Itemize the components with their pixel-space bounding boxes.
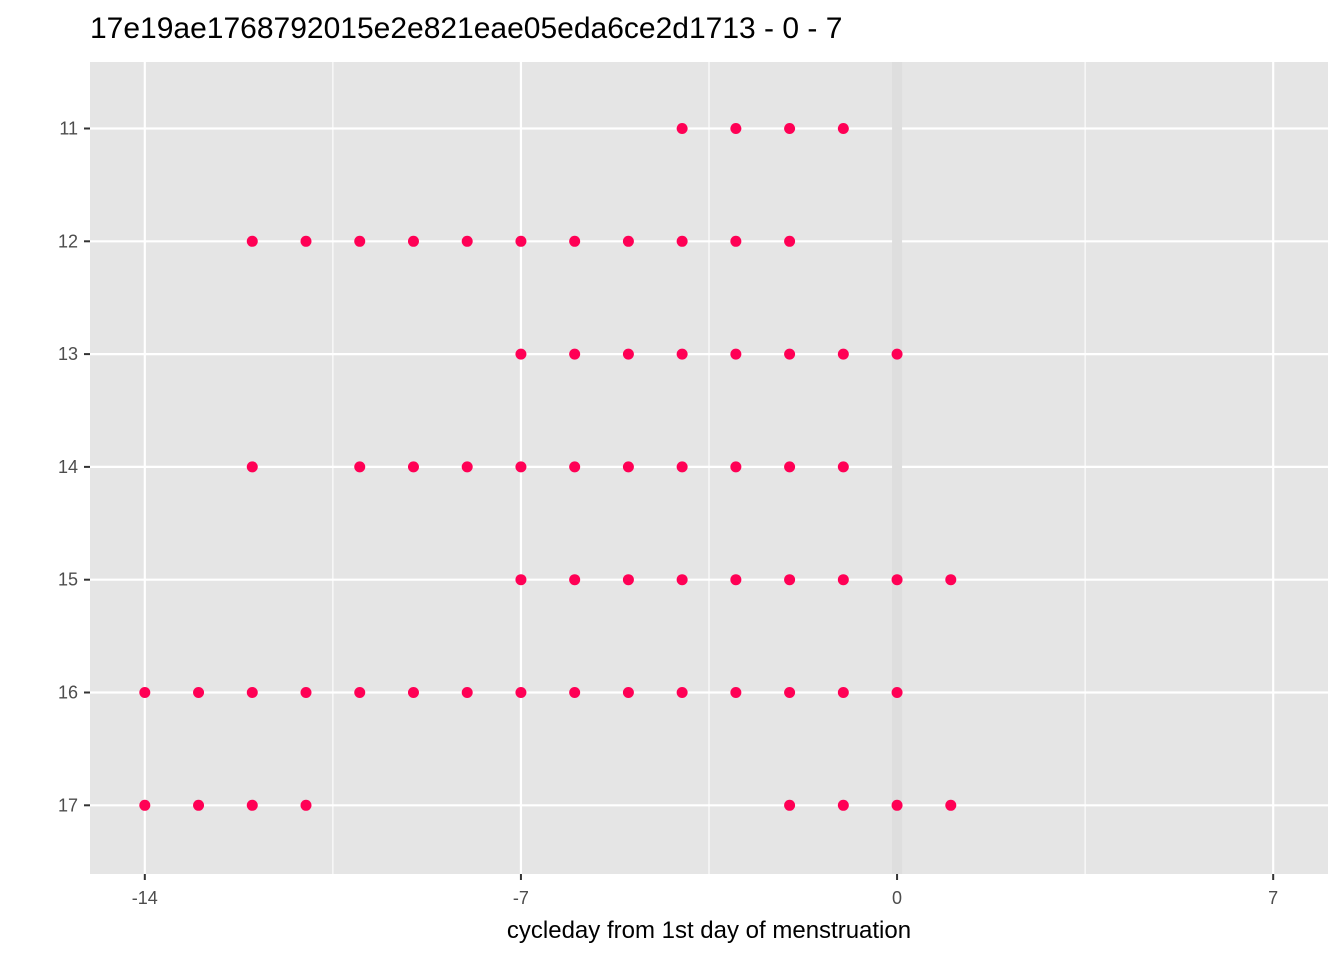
y-tick-label: 11 <box>59 119 78 139</box>
data-point <box>246 687 258 698</box>
data-point <box>676 574 688 586</box>
data-point <box>784 799 796 811</box>
grid-lines <box>90 62 1328 874</box>
data-point <box>891 348 903 360</box>
data-point <box>246 461 258 473</box>
y-tick-label: 12 <box>58 231 78 251</box>
data-point <box>622 235 634 247</box>
data-point <box>784 687 796 698</box>
data-point <box>300 799 312 811</box>
y-tick-label: 15 <box>58 570 78 590</box>
data-point <box>891 687 903 698</box>
data-point <box>407 687 419 698</box>
data-point <box>730 123 742 134</box>
data-point <box>300 687 312 698</box>
data-point <box>622 461 634 473</box>
data-point <box>945 799 957 811</box>
data-point <box>407 461 419 473</box>
data-point <box>730 348 742 360</box>
data-point <box>569 574 581 586</box>
y-tick-label: 13 <box>58 344 78 364</box>
data-point <box>622 687 634 698</box>
data-point <box>784 461 796 473</box>
data-point <box>193 687 205 698</box>
y-axis: 11 12 13 14 15 16 17 <box>58 119 90 815</box>
data-point <box>730 461 742 473</box>
y-tick-label: 17 <box>58 795 78 815</box>
data-point <box>569 461 581 473</box>
data-point <box>569 687 581 698</box>
data-point <box>837 461 849 473</box>
data-point <box>515 348 527 360</box>
y-tick-label: 16 <box>58 683 78 703</box>
data-point <box>139 687 151 698</box>
data-point <box>730 687 742 698</box>
data-point <box>730 235 742 247</box>
data-point <box>569 348 581 360</box>
data-point <box>837 799 849 811</box>
data-point <box>676 123 688 134</box>
data-point <box>407 235 419 247</box>
data-point <box>354 687 366 698</box>
x-tick-label: -7 <box>513 888 529 908</box>
data-point <box>784 235 796 247</box>
data-points <box>139 123 957 811</box>
data-point <box>676 461 688 473</box>
data-point <box>730 574 742 586</box>
data-point <box>676 235 688 247</box>
data-point <box>461 687 473 698</box>
data-point <box>676 348 688 360</box>
data-point <box>676 687 688 698</box>
data-point <box>622 574 634 586</box>
x-tick-label: 0 <box>892 888 902 908</box>
data-point <box>945 574 957 586</box>
x-axis-title: cycleday from 1st day of menstruation <box>507 917 911 944</box>
data-point <box>837 574 849 586</box>
data-point <box>515 235 527 247</box>
data-point <box>354 461 366 473</box>
data-point <box>622 348 634 360</box>
data-point <box>515 574 527 586</box>
data-point <box>300 235 312 247</box>
data-point <box>837 687 849 698</box>
data-point <box>891 799 903 811</box>
data-point <box>515 687 527 698</box>
data-point <box>837 123 849 134</box>
data-point <box>784 574 796 586</box>
data-point <box>891 574 903 586</box>
data-point <box>461 235 473 247</box>
x-tick-label: 7 <box>1268 888 1278 908</box>
x-axis: -14 -7 0 7 <box>132 874 1278 908</box>
data-point <box>515 461 527 473</box>
x-tick-label: -14 <box>132 888 158 908</box>
data-point <box>246 235 258 247</box>
data-point <box>837 348 849 360</box>
y-tick-label: 14 <box>58 457 78 477</box>
data-point <box>569 235 581 247</box>
data-point <box>461 461 473 473</box>
data-point <box>246 799 258 811</box>
data-point <box>354 235 366 247</box>
chart-title: 17e19ae1768792015e2e821eae05eda6ce2d1713… <box>90 12 842 45</box>
data-point <box>193 799 205 811</box>
data-point <box>784 123 796 134</box>
data-point <box>784 348 796 360</box>
data-point <box>139 799 151 811</box>
